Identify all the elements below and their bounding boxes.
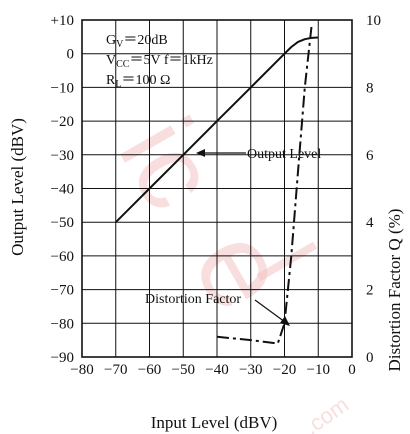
x-tick-label: −20 <box>273 362 296 378</box>
x-tick-label: −60 <box>138 362 161 378</box>
y-tick-label: −90 <box>51 350 74 366</box>
y-right-tick-labels: 0 2 4 6 8 10 <box>366 13 381 366</box>
y-right-tick-label: 0 <box>366 350 374 366</box>
conditions-text: GV＝20dB VCC＝5V f＝1kHz RL＝100 Ω <box>106 33 213 90</box>
y-tick-label: −80 <box>51 316 74 332</box>
y-tick-labels: +10 0 −10 −20 −30 −40 −50 −60 −70 −80 −90 <box>51 13 74 366</box>
svg-text:.com: .com <box>300 392 353 434</box>
x-axis-title: Input Level (dBV) <box>151 413 278 432</box>
y-tick-label: −60 <box>51 249 74 265</box>
y-right-tick-label: 8 <box>366 80 374 96</box>
y-right-tick-label: 6 <box>366 148 374 164</box>
y-right-tick-label: 4 <box>366 215 374 231</box>
output-level-line <box>115 36 319 223</box>
distortion-arrow <box>254 299 286 323</box>
load-condition: RL＝100 Ω <box>106 73 170 90</box>
x-tick-label: −70 <box>104 362 127 378</box>
x-tick-label: −10 <box>307 362 330 378</box>
y-tick-label: +10 <box>51 13 74 29</box>
plot-frame <box>81 19 353 358</box>
distortion-annotation: Distortion Factor <box>145 292 290 326</box>
y-tick-label: −30 <box>51 148 74 164</box>
x-tick-labels: −80 −70 −60 −50 −40 −30 −20 −10 0 <box>70 362 355 378</box>
y-tick-label: 0 <box>67 47 75 63</box>
distortion-factor-label: Distortion Factor <box>145 292 241 307</box>
output-level-label: Output Level <box>247 147 321 162</box>
distortion-factor-line <box>216 26 313 345</box>
distortion-arrowhead <box>280 316 290 326</box>
y-tick-label: −50 <box>51 215 74 231</box>
y-tick-label: −70 <box>51 283 74 299</box>
x-tick-label: −80 <box>70 362 93 378</box>
y-right-tick-label: 10 <box>366 13 381 29</box>
y-right-axis-title: Distortion Factor Q (%) <box>385 209 404 372</box>
y-axis-title: Output Level (dBV) <box>8 118 27 256</box>
y-tick-label: −10 <box>51 80 74 96</box>
supply-condition: VCC＝5V f＝1kHz <box>106 53 213 70</box>
output-level-annotation: Output Level <box>196 147 321 162</box>
y-tick-label: −20 <box>51 114 74 130</box>
y-right-tick-label: 2 <box>366 283 374 299</box>
x-tick-label: −30 <box>239 362 262 378</box>
svg-text:e: e <box>167 207 316 332</box>
series-layer <box>115 26 319 345</box>
x-tick-label: −40 <box>205 362 228 378</box>
y-tick-label: −40 <box>51 182 74 198</box>
x-tick-label: 0 <box>348 362 356 378</box>
output-level-arrowhead <box>196 149 205 157</box>
gain-condition: GV＝20dB <box>106 33 168 50</box>
x-tick-label: −50 <box>172 362 195 378</box>
